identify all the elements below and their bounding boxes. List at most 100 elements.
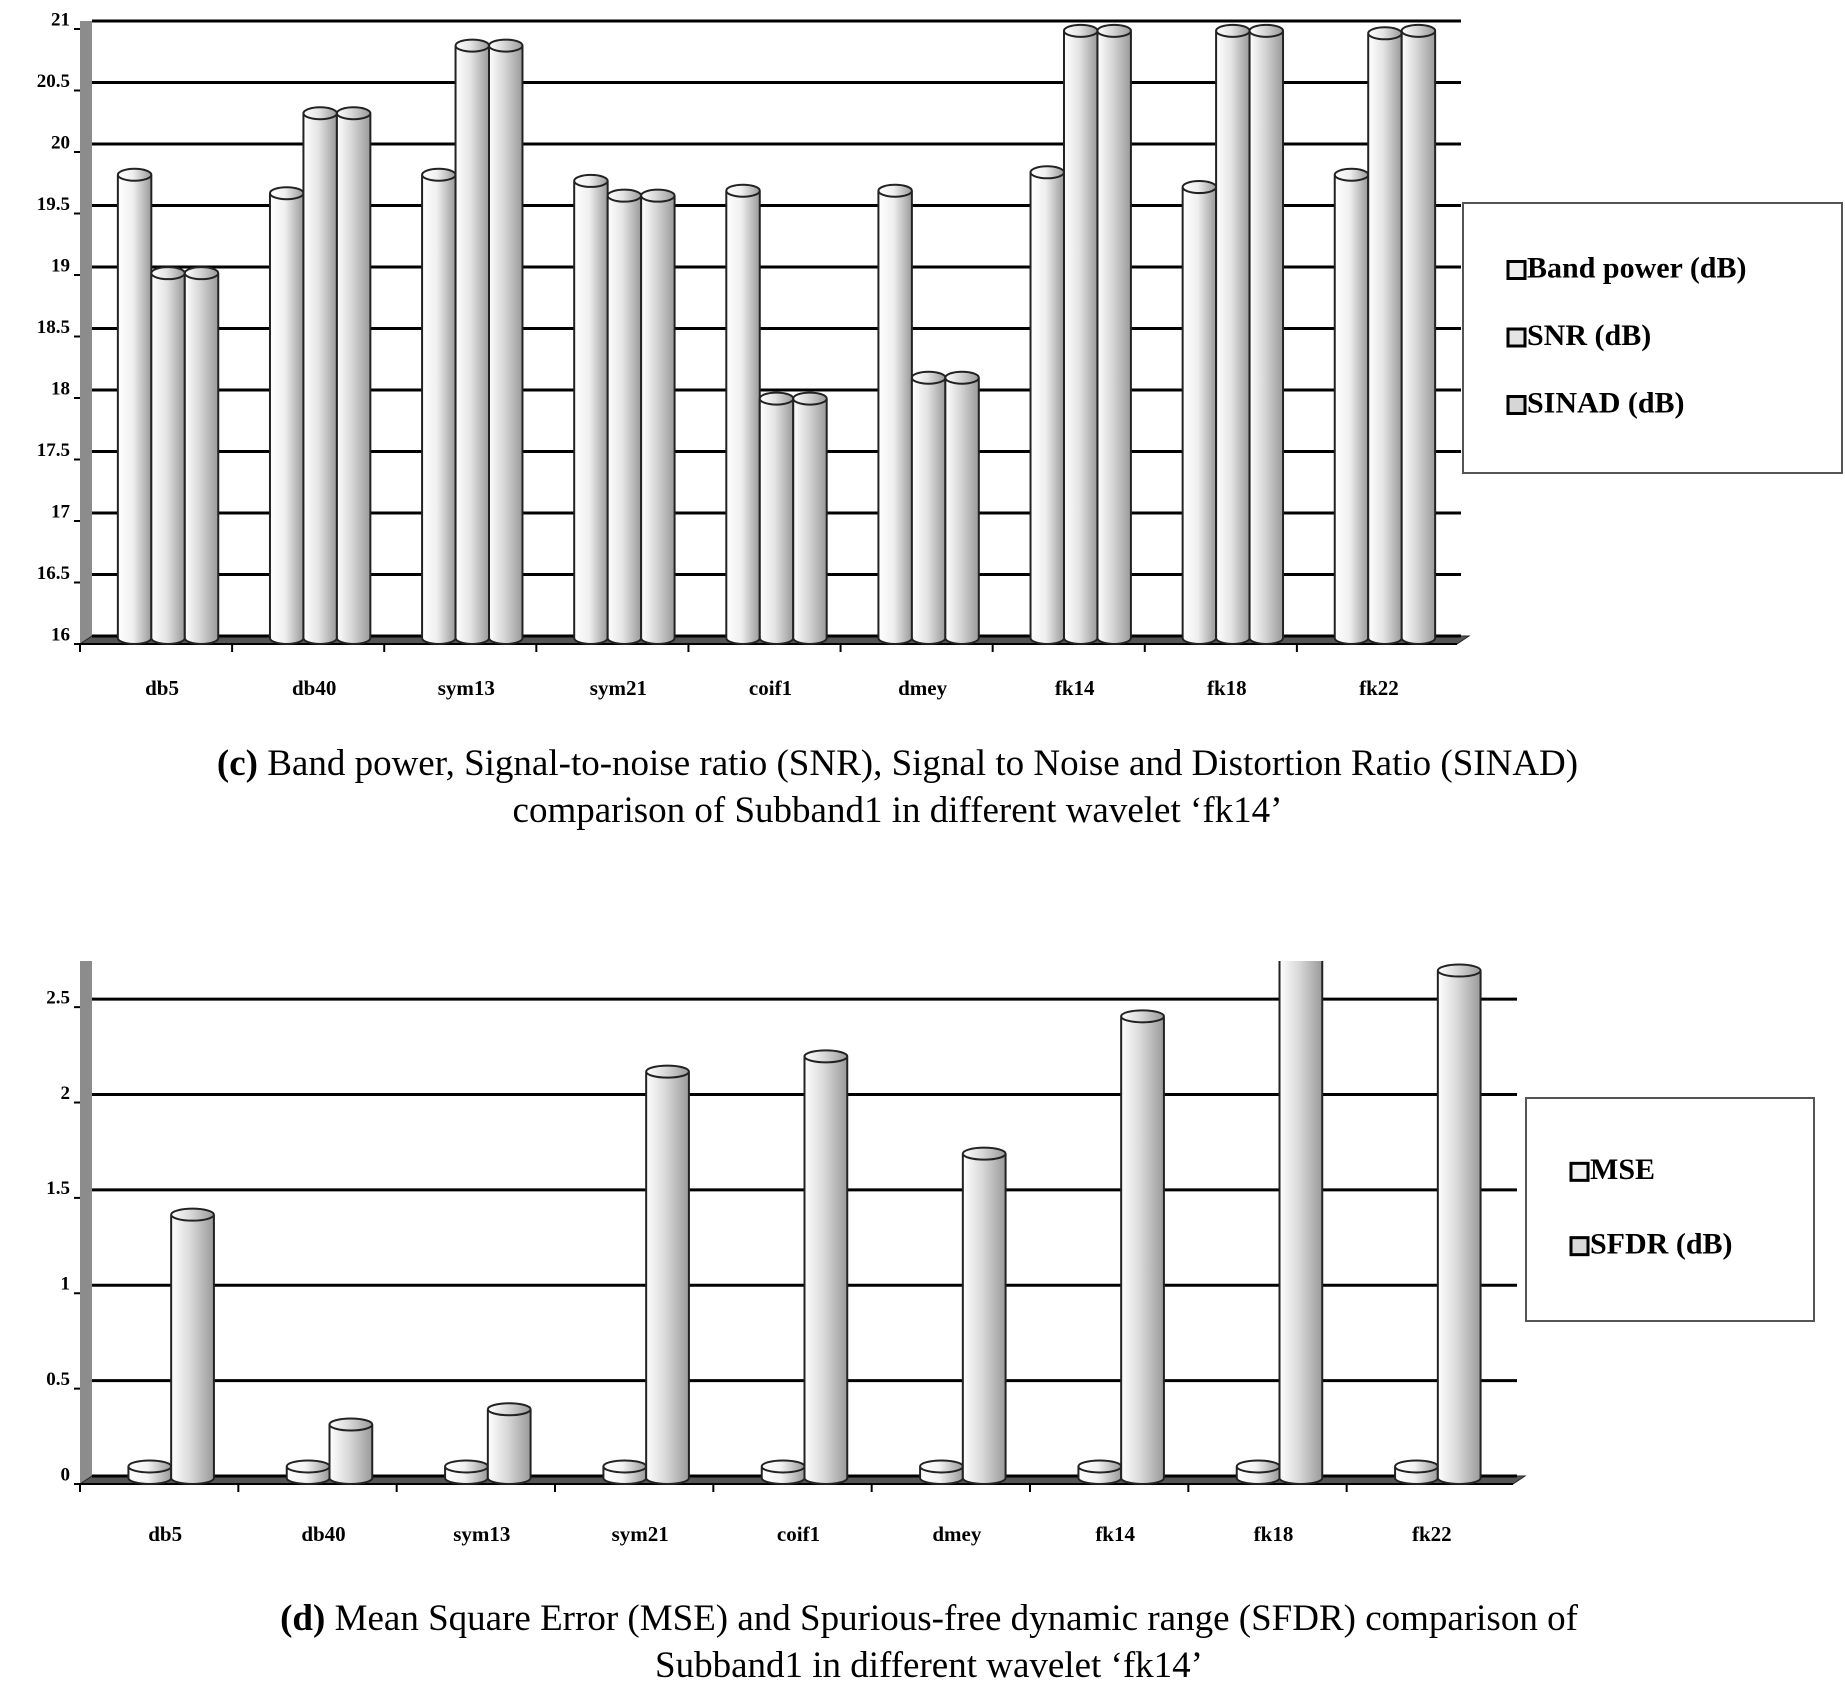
bar	[454, 38, 491, 645]
bar	[910, 370, 947, 645]
x-tick-label: db40	[292, 676, 336, 700]
bar	[488, 38, 524, 645]
legend-marker	[1506, 327, 1527, 348]
x-tick-label: fk22	[1412, 1522, 1452, 1546]
bars	[127, 961, 1482, 1485]
bar	[486, 1402, 532, 1485]
y-tick-label: 20	[51, 132, 70, 153]
bar	[758, 391, 795, 645]
bar	[919, 1459, 964, 1485]
y-tick-label: 2	[61, 1083, 71, 1104]
legend-box	[1462, 202, 1843, 474]
legend: MSE SFDR (dB)	[1525, 1097, 1815, 1322]
bar	[170, 1207, 215, 1485]
legend-label: Band power (dB)	[1527, 251, 1747, 284]
legend-label: SNR (dB)	[1527, 319, 1651, 352]
x-tick-label: sym21	[590, 676, 647, 700]
y-tick-label: 1.5	[46, 1178, 70, 1199]
chart: 0 0.5 1 1.5 2 2.5 db5 db40 sym13 sym21 coif1 dmey fk…	[46, 961, 1527, 1546]
x-tick-label: fk14	[1095, 1522, 1135, 1546]
x-tick-label: coif1	[749, 676, 792, 700]
bar	[150, 266, 186, 645]
bar	[183, 266, 220, 645]
legend-marker	[1569, 1161, 1590, 1182]
bar	[1235, 1459, 1281, 1485]
bar	[127, 1459, 173, 1485]
caption-line: (d) Mean Square Error (MSE) and Spurious…	[280, 1598, 1578, 1639]
x-tick-label: coif1	[777, 1522, 820, 1546]
bar	[302, 106, 338, 645]
bar	[1029, 165, 1065, 645]
bar	[1120, 1009, 1165, 1485]
bar	[1394, 1459, 1439, 1485]
bar	[1333, 167, 1370, 645]
bar	[1367, 26, 1403, 646]
caption-label: (c)	[217, 743, 258, 784]
y-tick-label: 16.5	[37, 563, 70, 584]
bar	[1181, 179, 1218, 645]
caption: (d) Mean Square Error (MSE) and Spurious…	[280, 1598, 1578, 1686]
y-tick-label: 0.5	[46, 1369, 70, 1390]
caption-line: comparison of Subband1 in different wave…	[513, 790, 1283, 831]
bar	[328, 1417, 374, 1485]
y-tick-label: 1	[61, 1274, 71, 1295]
bar	[877, 183, 913, 645]
bar	[792, 391, 828, 645]
x-tick-label: sym13	[453, 1522, 510, 1546]
bar	[606, 188, 643, 645]
x-tick-label: dmey	[898, 676, 947, 700]
y-tick-label: 19.5	[37, 194, 70, 215]
y-tick-label: 21	[51, 9, 70, 30]
bar	[602, 1459, 648, 1485]
bar	[1215, 23, 1251, 646]
bar	[1278, 961, 1324, 1485]
bar	[760, 1459, 806, 1485]
x-tick-label: sym13	[438, 676, 495, 700]
x-tick-label: fk18	[1207, 676, 1247, 700]
y-tick-label: 17.5	[37, 440, 70, 461]
bar	[1248, 23, 1285, 645]
bar	[1062, 23, 1099, 645]
x-tick-label: fk22	[1359, 676, 1399, 700]
bar	[1077, 1459, 1123, 1485]
bar	[803, 1049, 849, 1485]
bar	[725, 183, 761, 645]
legend-box	[1525, 1097, 1815, 1322]
caption-label: (d)	[280, 1598, 325, 1639]
x-tick-label: dmey	[932, 1522, 981, 1546]
caption-line: Subband1 in different wavelet ‘fk14’	[655, 1645, 1203, 1686]
bar	[1400, 23, 1437, 645]
y-tick-label: 2.5	[46, 988, 70, 1009]
y-tick-label: 0	[61, 1464, 71, 1485]
x-tick-label: fk18	[1254, 1522, 1294, 1546]
bar	[961, 1146, 1007, 1485]
legend-marker	[1506, 395, 1527, 415]
bar	[944, 370, 980, 645]
x-tick-label: db40	[301, 1522, 345, 1546]
y-tick-label: 17	[51, 501, 71, 522]
caption-text: comparison of Subband1 in different wave…	[513, 790, 1283, 831]
caption-line: (c) Band power, Signal-to-noise ratio (S…	[217, 743, 1578, 784]
bar	[1436, 963, 1482, 1485]
caption-text: Band power, Signal-to-noise ratio (SNR),…	[267, 743, 1578, 784]
caption: (c) Band power, Signal-to-noise ratio (S…	[217, 743, 1578, 831]
bars	[116, 23, 1437, 646]
x-tick-label: sym21	[612, 1522, 669, 1546]
caption-text: Subband1 in different wavelet ‘fk14’	[655, 1645, 1203, 1686]
legend-label: SFDR (dB)	[1590, 1228, 1733, 1261]
legend-marker	[1569, 1236, 1590, 1257]
bar	[335, 106, 372, 645]
bar	[640, 188, 676, 645]
y-tick-label: 18.5	[37, 317, 70, 338]
y-tick-label: 18	[51, 378, 70, 399]
y-tick-label: 19	[51, 255, 70, 276]
caption-text: Mean Square Error (MSE) and Spurious-fre…	[335, 1598, 1579, 1639]
bar	[444, 1459, 489, 1485]
chart: 16 16.5 17 17.5 18 18.5 19 19.5 20 20.5 21 db5 db40 s…	[37, 9, 1471, 700]
bar	[573, 173, 609, 645]
legend-label: MSE	[1590, 1153, 1655, 1186]
legend: Band power (dB) SNR (dB) SINAD (dB)	[1462, 202, 1843, 474]
bar	[268, 186, 305, 645]
y-tick-label: 20.5	[37, 71, 70, 92]
